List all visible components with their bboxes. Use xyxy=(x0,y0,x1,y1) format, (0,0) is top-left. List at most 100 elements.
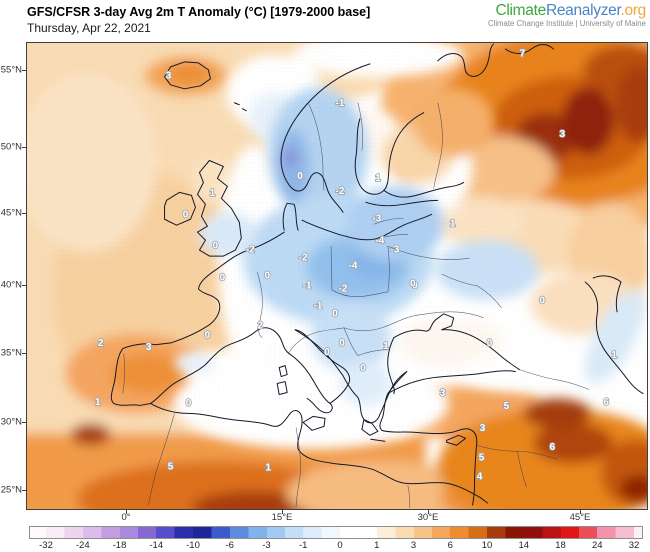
contour-label: 1 xyxy=(611,350,617,361)
lat-label: 40°N xyxy=(0,279,22,291)
colorbar-tick-label: 6 xyxy=(447,540,453,551)
contour-label: 7 xyxy=(520,48,526,59)
colorbar-tick-label: -6 xyxy=(225,540,234,551)
colorbar-segment xyxy=(266,527,304,538)
contour-label: -1 xyxy=(303,280,312,291)
contour-label: 0 xyxy=(183,210,189,221)
contour-label: -3 xyxy=(372,214,381,225)
contour-label: -1 xyxy=(314,300,323,311)
contour-label: -2 xyxy=(336,186,345,197)
contour-label: 0 xyxy=(297,171,303,182)
colorbar-segment xyxy=(156,527,193,538)
lat-tick xyxy=(22,353,26,354)
logo-climate: Climate xyxy=(495,2,546,19)
lat-label: 50°N xyxy=(0,141,22,153)
colorbar-segment xyxy=(229,527,267,538)
colorbar-segment xyxy=(597,527,634,538)
colorbar-segment xyxy=(119,527,157,538)
contour-label: 0 xyxy=(220,272,226,283)
lat-label: 45°N xyxy=(0,207,22,219)
colorbar-tick-label: 1 xyxy=(374,540,380,551)
contour-label: 1 xyxy=(383,341,389,352)
contour-label: -1 xyxy=(336,98,345,109)
colorbar-tick-label: 10 xyxy=(481,540,493,551)
colorbar-segment xyxy=(523,527,561,538)
colorbar-tick-label: 18 xyxy=(555,540,566,551)
colorbar-segment xyxy=(487,527,524,538)
contour-label: 5 xyxy=(168,462,174,473)
contour-label: -2 xyxy=(299,253,308,264)
lon-tick xyxy=(428,510,429,514)
lat-tick xyxy=(22,285,26,286)
colorbar-segment xyxy=(193,527,230,538)
contour-label: 0 xyxy=(360,363,366,374)
contour-label: 5 xyxy=(504,401,510,412)
lon-label: 0° xyxy=(121,512,131,523)
contour-label: 0 xyxy=(410,278,416,289)
colorbar-segment xyxy=(46,527,83,538)
contour-label: 2 xyxy=(257,320,263,331)
contour-label: 0 xyxy=(540,295,546,306)
contour-label: 0 xyxy=(205,330,211,341)
climate-reanalyzer-logo[interactable]: ClimateReanalyzer.org Climate Change Ins… xyxy=(488,2,646,28)
map-frame: 3 1 0 0 -2 -2 -4 -3 -4 -3 0 0 -1 -2 0 2 -1 0 0 1 0 0 0 0 -1 1 -2 7 3… xyxy=(26,42,648,510)
contour-label: -3 xyxy=(390,245,399,256)
contour-label: 4 xyxy=(477,472,483,483)
page-title: GFS/CFSR 3-day Avg 2m T Anomaly (°C) [19… xyxy=(27,5,371,19)
colorbar-tick-label: -10 xyxy=(186,540,200,551)
contour-label: 0 xyxy=(186,398,192,409)
contour-label: 3 xyxy=(440,388,446,399)
contour-label: 1 xyxy=(375,173,381,184)
lat-tick xyxy=(22,422,26,423)
stipple-texture xyxy=(27,43,647,509)
colorbar-segment xyxy=(413,527,451,538)
contour-label: 1 xyxy=(95,397,101,408)
lat-tick xyxy=(22,70,26,71)
contour-label: -2 xyxy=(246,245,255,256)
contour-label: 3 xyxy=(166,70,172,81)
border-layer xyxy=(122,102,590,509)
contour-label: 0 xyxy=(213,241,219,252)
colorbar-cap-left xyxy=(30,527,46,538)
lat-label: 55°N xyxy=(0,64,22,76)
colorbar-tick-label: -18 xyxy=(112,540,127,551)
contour-label: 6 xyxy=(550,442,556,453)
lon-tick xyxy=(126,510,127,514)
contour-label: 0 xyxy=(412,280,418,291)
logo-reanalyzer: Reanalyzer xyxy=(545,2,621,19)
contour-label: 5 xyxy=(479,453,485,464)
lon-label: 15°E xyxy=(271,512,293,523)
contour-label: 3 xyxy=(146,342,152,353)
lat-tick xyxy=(22,490,26,491)
colorbar-tick-label: 14 xyxy=(518,540,530,551)
contour-label: -2 xyxy=(339,283,348,294)
contour-label: 3 xyxy=(559,129,565,140)
colorbar-segment xyxy=(450,527,487,538)
lon-label: 45°E xyxy=(569,512,591,523)
colorbar-tick-label: -1 xyxy=(299,540,308,551)
colorbar-tick-label: -24 xyxy=(75,540,90,551)
colorbar-tick-label: 24 xyxy=(591,540,603,551)
lat-tick xyxy=(22,213,26,214)
colorbar-tick-label: -14 xyxy=(149,540,164,551)
colorbar-segment xyxy=(560,527,598,538)
lon-label: 30°E xyxy=(417,512,439,523)
lon-tick xyxy=(282,510,283,514)
lat-label: 30°N xyxy=(0,416,22,428)
colorbar-segment xyxy=(376,527,414,538)
contour-label: 0 xyxy=(339,338,345,349)
contour-label: -4 xyxy=(375,236,384,247)
coastline-layer xyxy=(110,43,644,506)
colorbar-tick-label: 0 xyxy=(337,540,343,551)
forecast-date: Thursday, Apr 22, 2021 xyxy=(27,21,151,35)
logo-org: .org xyxy=(620,2,646,19)
contour-label: 1 xyxy=(450,219,456,230)
lat-label: 25°N xyxy=(0,484,22,496)
lat-tick xyxy=(22,147,26,148)
contour-label: 0 xyxy=(264,270,270,281)
contour-label: 0 xyxy=(487,338,493,349)
contour-label: 3 xyxy=(480,423,486,434)
